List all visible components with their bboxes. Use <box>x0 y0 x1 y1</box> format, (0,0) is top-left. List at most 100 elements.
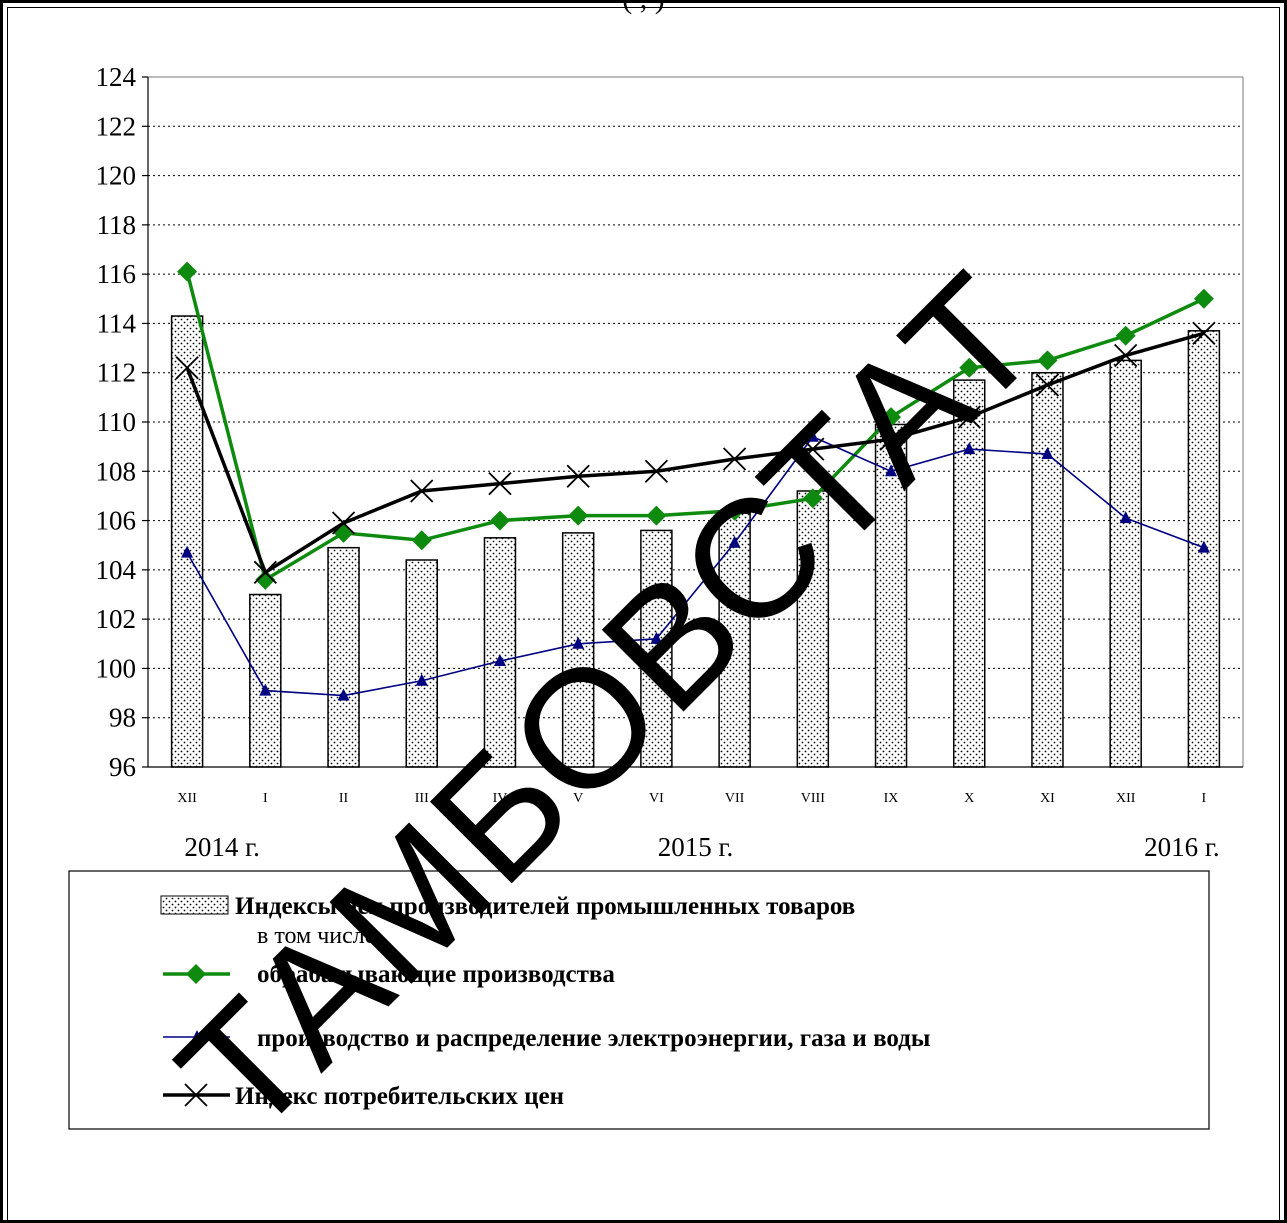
y-tick-label: 96 <box>109 752 136 782</box>
inner-frame <box>7 7 1280 1223</box>
diamond-point <box>646 505 667 526</box>
y-tick-label: 108 <box>96 456 137 486</box>
bar <box>483 537 517 768</box>
x-tick-label: X <box>964 791 974 806</box>
y-tick-label: 100 <box>96 653 137 683</box>
x-tick-label: XII <box>1116 791 1136 806</box>
legend-label-manufacturing: обрабатывающие производства <box>257 961 615 988</box>
legend-label-utilities: производство и распределение электроэнер… <box>257 1025 930 1052</box>
series-line <box>186 435 1205 697</box>
legend-x-marker <box>184 1083 208 1107</box>
triangle-point <box>1119 511 1132 524</box>
x-point <box>801 437 825 461</box>
triangle-point <box>572 636 585 649</box>
bar <box>1031 371 1064 768</box>
x-point <box>566 464 590 488</box>
x-point <box>644 459 669 483</box>
x-point <box>488 471 512 496</box>
x-point <box>331 511 356 535</box>
diamond-point <box>411 530 432 551</box>
x-point <box>410 479 434 503</box>
bar <box>170 315 204 768</box>
axes: 96 98 100 102 104 106 108 110 112 114 116 118 120 122… <box>96 62 1244 862</box>
series-line <box>185 271 1205 583</box>
triangle-point <box>337 688 350 701</box>
x-tick-label: VII <box>725 791 745 806</box>
y-tick-label: 120 <box>96 161 137 191</box>
triangle-point <box>259 683 272 696</box>
diamond-point <box>959 357 980 378</box>
x-tick-label: XI <box>1040 791 1055 806</box>
bar <box>1109 359 1142 768</box>
series-line <box>185 331 1205 575</box>
legend-diamond-marker <box>186 964 206 984</box>
x-tick-label: XII <box>177 791 197 806</box>
x-tick-label: I <box>1202 791 1207 806</box>
year-label: 2015 г. <box>658 832 734 862</box>
diamond-point <box>177 261 198 282</box>
diamond-point <box>489 510 510 531</box>
triangle-point <box>493 654 506 667</box>
x-tick-label: III <box>415 791 429 806</box>
x-point <box>879 427 903 451</box>
y-tick-label: 104 <box>96 555 137 585</box>
lines <box>175 261 1216 701</box>
diamond-point <box>881 407 902 428</box>
x-tick-label: VI <box>649 791 664 806</box>
cut-off-heading: ( , ) <box>0 0 1287 16</box>
x-tick-label: IV <box>493 791 508 806</box>
y-tick-label: 114 <box>97 308 137 338</box>
bar <box>405 559 438 768</box>
diamond-point <box>724 500 745 521</box>
x-point <box>1192 321 1216 345</box>
legend: Индексы цен производителей промышленных … <box>68 870 1210 1130</box>
y-tick-label: 122 <box>96 111 137 141</box>
bar <box>561 532 595 768</box>
x-point <box>957 405 981 429</box>
x-tick-label: I <box>263 791 268 806</box>
bar <box>327 546 360 768</box>
x-tick-label: II <box>339 791 349 806</box>
triangle-point <box>1041 447 1054 460</box>
legend-triangle-marker <box>191 1030 203 1042</box>
x-point <box>722 447 747 471</box>
x-tick-label: VIII <box>801 791 825 806</box>
bar <box>640 529 673 768</box>
legend-label-bar: Индексы цен производителей промышленных … <box>235 893 855 920</box>
year-label: 2016 г. <box>1144 832 1220 862</box>
diamond-point <box>1193 288 1214 309</box>
bars <box>170 315 1221 768</box>
x-point <box>175 356 199 380</box>
bar <box>796 490 830 768</box>
diamond-point <box>802 488 823 509</box>
x-tick-label: IX <box>884 791 899 806</box>
y-tick-label: 102 <box>96 604 137 634</box>
y-tick-label: 98 <box>109 703 136 733</box>
triangle-point <box>415 673 428 686</box>
triangle-point <box>1197 540 1210 553</box>
triangle-point <box>728 535 741 548</box>
bar <box>249 593 282 768</box>
legend-box <box>68 870 1210 1130</box>
diamond-point <box>1037 350 1058 371</box>
x-point <box>1035 373 1060 397</box>
y-tick-label: 110 <box>97 407 137 437</box>
x-point <box>253 560 277 584</box>
triangle-point <box>181 545 194 558</box>
legend-swatch-bar <box>160 895 229 915</box>
y-tick-label: 106 <box>96 506 137 536</box>
y-tick-label: 124 <box>96 62 137 92</box>
triangle-point <box>963 442 976 455</box>
triangle-point <box>885 464 898 477</box>
y-tick-label: 116 <box>97 259 137 289</box>
y-tick-label: 112 <box>97 358 137 388</box>
x-point <box>1114 343 1138 368</box>
triangle-point <box>806 429 819 442</box>
diamond-point <box>1115 325 1136 346</box>
triangle-point <box>650 631 663 644</box>
legend-label-cpi: Индекс потребительских цен <box>235 1083 564 1110</box>
legend-subtitle: в том числе: <box>257 923 382 949</box>
diamond-point <box>255 569 276 590</box>
